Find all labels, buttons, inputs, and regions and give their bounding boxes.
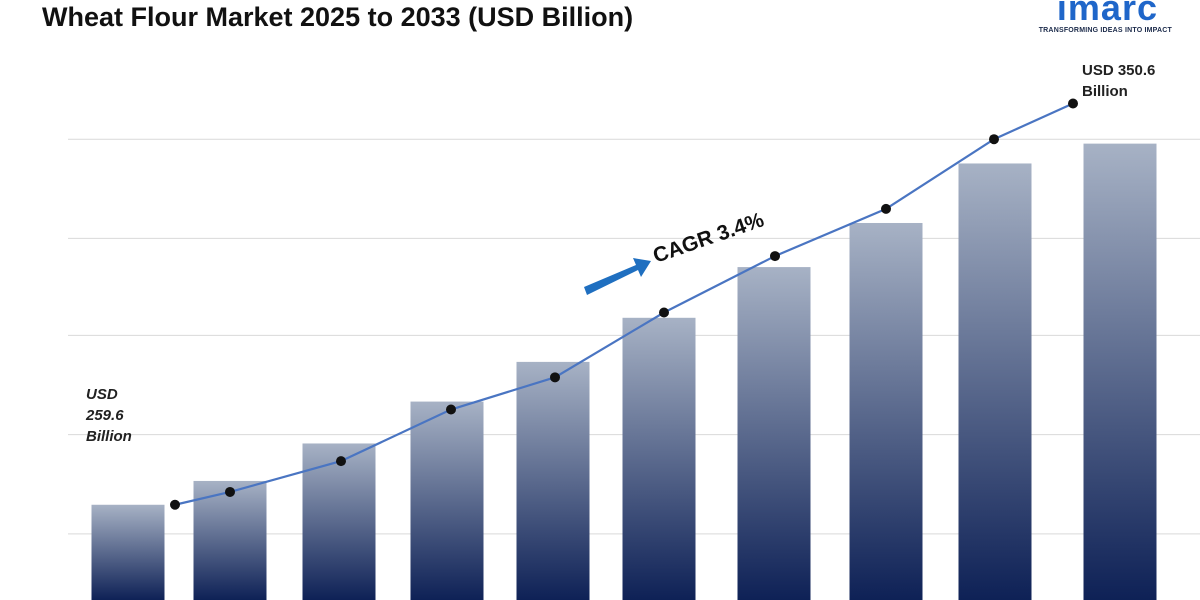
start-value-label-line-1: 259.6: [85, 407, 124, 424]
logo-tagline: TRANSFORMING IDEAS INTO IMPACT: [1038, 27, 1172, 34]
start-value-label-line-0: USD: [86, 386, 118, 403]
line-point-0: [170, 499, 180, 510]
end-value-label: USD 350.6 Billion: [1082, 62, 1155, 100]
line-point-5: [659, 307, 669, 318]
logo-wordmark: imarc: [1056, 0, 1158, 28]
line-point-3: [446, 404, 456, 415]
bar-7: [849, 222, 923, 600]
start-value-label: USD 259.6 Billion: [85, 386, 132, 445]
bar-3: [410, 401, 484, 600]
trend-line-path: [174, 102, 1074, 506]
line-point-4: [550, 372, 560, 383]
line-markers: [170, 98, 1078, 510]
bar-2: [302, 443, 376, 600]
bar-8: [958, 163, 1032, 600]
line-point-8: [989, 134, 999, 145]
line-point-7: [881, 203, 891, 214]
bar-9: [1083, 143, 1157, 600]
cagr-arrow-icon: [584, 258, 651, 295]
start-value-label-line-2: Billion: [86, 428, 132, 445]
end-value-label-line-1: Billion: [1082, 83, 1128, 100]
line-point-6: [770, 251, 780, 262]
bar-6: [737, 267, 811, 600]
line-point-1: [225, 486, 235, 497]
bar-4: [516, 361, 590, 600]
line-point-9: [1068, 98, 1078, 109]
trend-line: [174, 102, 1074, 506]
chart-title: Wheat Flour Market 2025 to 2033 (USD Bil…: [42, 2, 634, 32]
bar-0: [91, 504, 165, 600]
end-value-label-line-0: USD 350.6: [1082, 62, 1155, 79]
bar-5: [622, 317, 696, 600]
line-point-2: [336, 456, 346, 467]
bars: [91, 143, 1157, 600]
imarc-logo: imarc TRANSFORMING IDEAS INTO IMPACT: [1014, 0, 1186, 40]
bar-1: [193, 480, 267, 600]
